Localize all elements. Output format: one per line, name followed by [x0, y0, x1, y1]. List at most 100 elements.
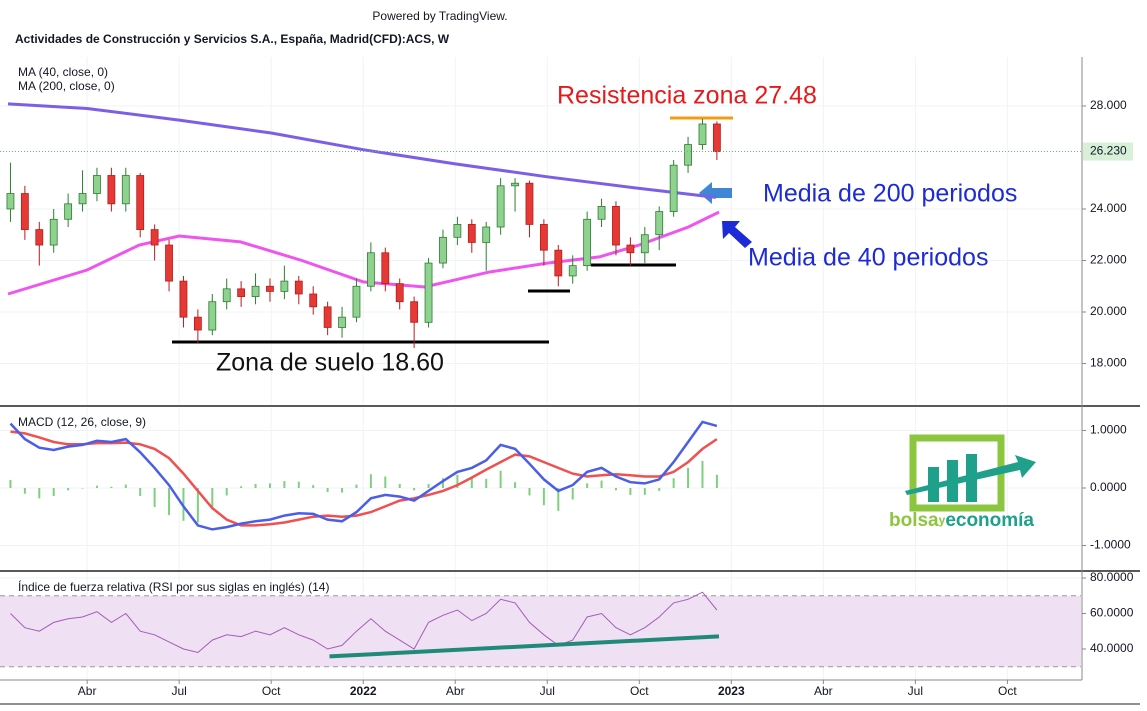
- y-tick-label: 60.0000: [1090, 606, 1134, 620]
- histogram-bar: [672, 478, 675, 488]
- histogram-bar: [52, 487, 55, 497]
- histogram-bar: [629, 487, 632, 495]
- candle-body: [20, 193, 29, 230]
- candle-body: [597, 206, 606, 220]
- last-price-box: [1083, 142, 1133, 161]
- candle-body: [237, 288, 246, 297]
- candle-body: [684, 144, 692, 166]
- legend-entry: MA (40, close, 0): [18, 65, 108, 79]
- histogram-bar: [398, 483, 401, 488]
- histogram-bar: [225, 487, 228, 496]
- histogram-bar: [268, 483, 271, 488]
- histogram-bar: [297, 481, 300, 488]
- histogram-bar: [456, 474, 459, 488]
- candle-body: [612, 206, 620, 246]
- candle-body: [712, 123, 721, 152]
- logo-part: bolsa: [889, 510, 939, 531]
- candle-body: [583, 218, 592, 267]
- x-tick-label: Oct: [998, 684, 1017, 698]
- histogram-bar: [514, 482, 517, 488]
- candle-body: [179, 280, 188, 318]
- candle-body: [381, 252, 390, 285]
- annotation: Resistencia zona 27.48: [557, 82, 817, 110]
- candle-body: [93, 175, 101, 194]
- candle-body: [410, 301, 419, 323]
- candle-body: [352, 285, 361, 318]
- candle-body: [222, 288, 231, 303]
- x-tick-label: 2022: [350, 684, 377, 698]
- last-price-label: 26.230: [1090, 144, 1127, 158]
- logo-arrow: [905, 455, 1036, 495]
- histogram-bar: [427, 483, 430, 488]
- arrow-ma200: [699, 182, 732, 204]
- logo-text: bolsayeconomía: [889, 510, 1034, 531]
- annotation: Zona de suelo 18.60: [216, 349, 444, 377]
- candle-body: [251, 285, 260, 297]
- histogram-bar: [9, 479, 12, 488]
- histogram-bar: [312, 485, 315, 488]
- macd-line: [9, 420, 718, 531]
- x-tick-label: Jul: [540, 684, 555, 698]
- histogram-bar: [715, 474, 718, 488]
- histogram-bar: [196, 487, 199, 523]
- histogram-bar: [499, 470, 502, 488]
- x-tick-label: Jul: [908, 684, 923, 698]
- histogram-bar: [384, 476, 387, 488]
- histogram-bar: [701, 460, 704, 488]
- histogram-bar: [168, 487, 171, 516]
- histogram-bar: [369, 474, 372, 488]
- candle-body: [496, 185, 505, 228]
- y-tick-label: 28.000: [1090, 98, 1127, 112]
- candle-body: [266, 285, 274, 292]
- candle-body: [107, 175, 116, 205]
- x-tick-label: Abr: [446, 684, 465, 698]
- histogram-bar: [485, 478, 488, 488]
- y-tick-label: 20.000: [1090, 304, 1127, 318]
- logo-part: y: [939, 513, 946, 527]
- histogram-bar: [95, 485, 98, 488]
- logo: bolsayeconomía: [889, 434, 1036, 531]
- y-tick-label: 22.000: [1090, 253, 1127, 267]
- powered-by: Powered by TradingView.: [372, 9, 507, 23]
- candle-body: [338, 316, 346, 328]
- candle-body: [6, 193, 15, 210]
- x-tick-label: Oct: [262, 684, 281, 698]
- y-tick-label: 18.000: [1090, 356, 1127, 370]
- candle-body: [568, 265, 577, 277]
- y-tick-label: 1.0000: [1090, 423, 1127, 437]
- candle-body: [35, 229, 44, 246]
- candle-body: [395, 283, 404, 303]
- candle-body: [626, 244, 635, 254]
- candle-body: [49, 218, 58, 246]
- histogram-bar: [528, 487, 531, 496]
- candle-body: [150, 229, 159, 246]
- candle-body: [698, 123, 707, 145]
- y-tick-label: 24.000: [1090, 201, 1127, 215]
- candle-body: [525, 182, 534, 225]
- histogram-bar: [23, 487, 26, 494]
- candle-body: [655, 211, 664, 236]
- histogram-bar: [341, 487, 344, 493]
- candle-body: [453, 224, 462, 238]
- candle-body: [78, 193, 87, 205]
- candle-body: [539, 224, 548, 251]
- x-tick-label: Jul: [171, 684, 186, 698]
- chart-title: Actividades de Construcción y Servicios …: [15, 32, 450, 46]
- histogram-bar: [687, 467, 690, 488]
- y-tick-label: -1.0000: [1090, 538, 1131, 552]
- rsi-line: [10, 591, 718, 654]
- logo-part: economía: [945, 510, 1034, 531]
- candle-body: [64, 203, 73, 220]
- histogram-bar: [67, 487, 70, 491]
- trend-line: [329, 634, 720, 659]
- candle-body: [554, 249, 563, 277]
- histogram-bar: [139, 487, 142, 497]
- legend-entry: MA (200, close, 0): [18, 79, 115, 93]
- candle-body: [424, 262, 433, 323]
- candle-body: [208, 301, 217, 331]
- candle-body: [323, 306, 332, 328]
- y-tick-label: 0.0000: [1090, 480, 1127, 494]
- histogram-bar: [110, 486, 113, 488]
